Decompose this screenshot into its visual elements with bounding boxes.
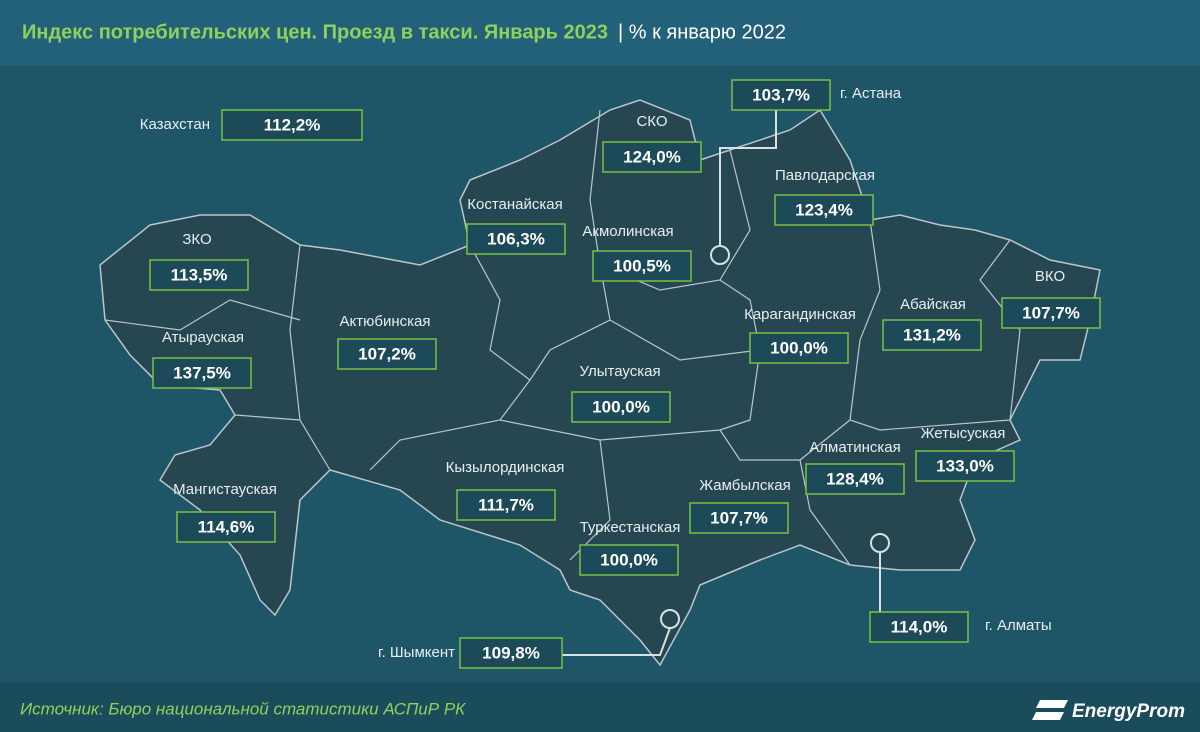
value-box — [592, 250, 692, 282]
region-name: Карагандинская — [744, 306, 856, 323]
region-name: Павлодарская — [775, 167, 875, 184]
region-name: Кызылординская — [446, 459, 565, 476]
region-name: г. Шымкент — [378, 644, 455, 661]
region-value: 113,5% — [171, 265, 228, 284]
value-box — [731, 79, 831, 111]
value-box — [805, 463, 905, 495]
region-name: Туркестанская — [580, 519, 681, 536]
value-box — [749, 332, 849, 364]
region-value: 100,0% — [770, 338, 828, 357]
region-value: 114,0% — [891, 617, 948, 636]
value-box — [774, 194, 874, 226]
region-value: 109,8% — [482, 643, 540, 662]
connectors — [562, 104, 890, 656]
region-value: 106,3% — [487, 229, 545, 248]
region-value: 128,4% — [826, 469, 884, 488]
value-box — [689, 502, 789, 534]
region-name: Алматинская — [809, 439, 900, 456]
region-name: Акмолинская — [582, 223, 673, 240]
value-box — [915, 450, 1015, 482]
value-box — [456, 489, 556, 521]
region-name: Жетысуская — [921, 425, 1006, 442]
value-box — [221, 109, 363, 141]
region-value: 112,2% — [264, 115, 321, 134]
subtitle: | % к январю 2022 — [618, 21, 786, 43]
region-name: Костанайская — [467, 196, 563, 213]
source: Источник: Бюро национальной статистики А… — [20, 699, 466, 718]
region-name: Улытауская — [579, 363, 660, 380]
value-box — [176, 511, 276, 543]
value-box — [466, 223, 566, 255]
region-name: СКО — [636, 113, 667, 130]
region-name: Жамбылская — [699, 477, 791, 494]
region-value: 107,7% — [710, 508, 768, 527]
footer-bar — [0, 682, 1200, 732]
title: Индекс потребительских цен. Проезд в так… — [22, 21, 608, 43]
value-box — [869, 611, 969, 643]
region-value: 137,5% — [173, 363, 231, 382]
region-value: 133,0% — [936, 456, 994, 475]
value-box — [152, 357, 252, 389]
region-value: 124,0% — [623, 147, 681, 166]
region-value: 100,0% — [592, 397, 650, 416]
region-name: г. Астана — [840, 85, 902, 102]
region-value: 107,7% — [1022, 303, 1080, 322]
value-box — [459, 637, 563, 669]
region-name: ВКО — [1035, 268, 1065, 285]
value-box — [337, 338, 437, 370]
region-value: 131,2% — [903, 325, 961, 344]
region-value: 114,6% — [198, 517, 255, 536]
region-value: 111,7% — [478, 495, 534, 514]
region-value: 100,0% — [600, 550, 658, 569]
logo: EnergyProm — [1072, 701, 1185, 722]
region-name: г. Алматы — [985, 617, 1052, 634]
value-box — [579, 544, 679, 576]
header-bar — [0, 0, 1200, 66]
region-name: Атырауская — [162, 329, 244, 346]
region-name: Мангистауская — [173, 481, 277, 498]
value-box — [602, 141, 702, 173]
region-value: 123,4% — [795, 200, 853, 219]
region-name: Абайская — [900, 296, 966, 313]
region-name: ЗКО — [182, 231, 211, 248]
value-box — [571, 391, 671, 423]
region-name: Актюбинская — [340, 313, 431, 330]
value-box — [1001, 297, 1101, 329]
region-value: 107,2% — [358, 344, 416, 363]
region-value: 103,7% — [752, 85, 810, 104]
value-box — [882, 319, 982, 351]
region-name: Казахстан — [140, 116, 210, 133]
value-box — [149, 259, 249, 291]
region-value: 100,5% — [613, 256, 671, 275]
logo-icon — [1032, 700, 1068, 720]
